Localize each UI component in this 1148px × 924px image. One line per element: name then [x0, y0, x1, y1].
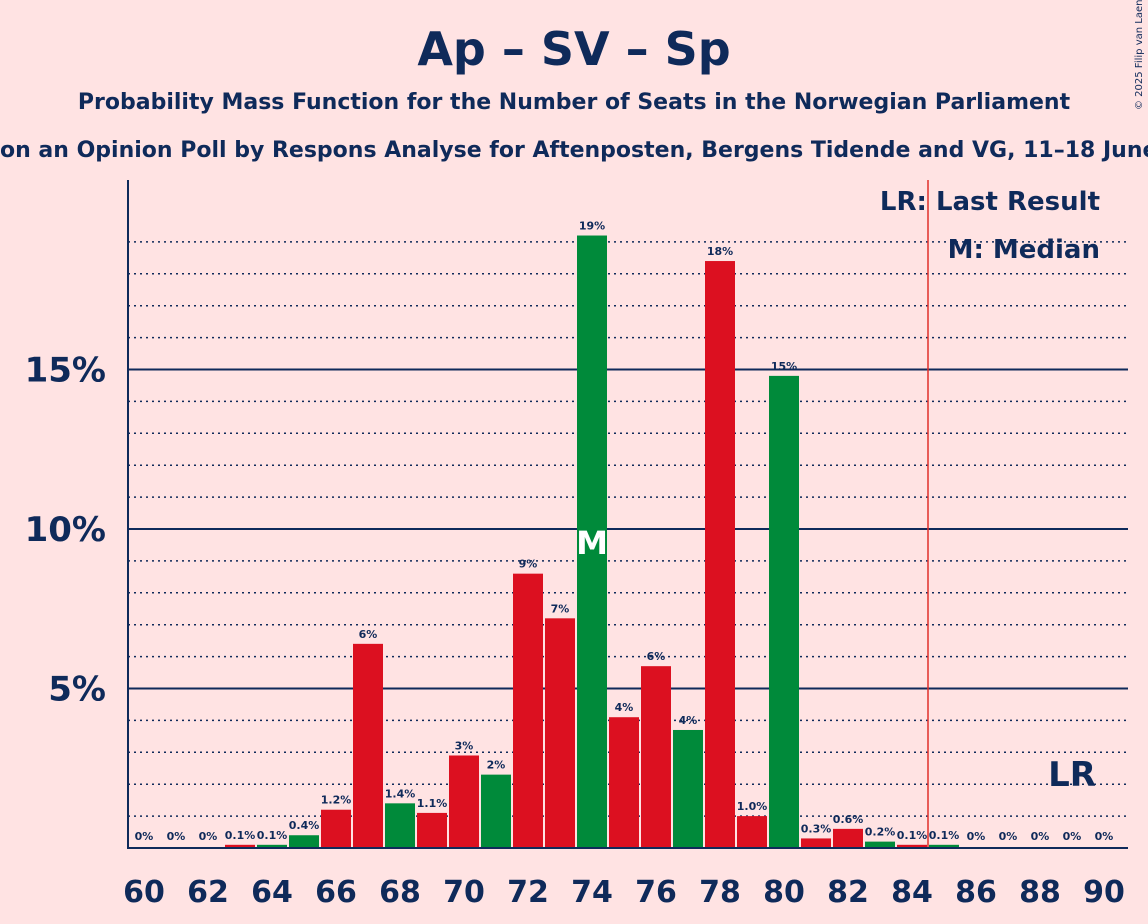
bar-seat-73 — [545, 618, 575, 848]
bar-value-label: 0% — [199, 830, 218, 843]
last-result-marker: LR — [1048, 755, 1096, 795]
bar-seat-64 — [257, 844, 287, 848]
bar-value-label: 0.1% — [225, 829, 256, 842]
bar-value-label: 0.1% — [897, 829, 928, 842]
y-tick-label: 10% — [25, 510, 106, 550]
bar-seat-63 — [225, 844, 255, 848]
bar-seat-68 — [385, 803, 415, 848]
bar-value-label: 0% — [967, 830, 986, 843]
bar-value-label: 4% — [679, 714, 698, 727]
bar-seat-72 — [513, 573, 543, 848]
bar-value-label: 0.4% — [289, 819, 320, 832]
bar-value-label: 6% — [647, 650, 666, 663]
bar-value-label: 6% — [359, 628, 378, 641]
bar-seat-77 — [673, 729, 703, 848]
bar-value-label: 3% — [455, 739, 474, 752]
bar-seat-71 — [481, 774, 511, 848]
x-tick-label: 76 — [635, 875, 677, 910]
bar-value-label: 7% — [551, 602, 570, 615]
bar-seat-67 — [353, 643, 383, 848]
y-tick-label: 15% — [25, 351, 106, 391]
bar-value-label: 19% — [579, 220, 605, 233]
bar-seat-70 — [449, 755, 479, 848]
bar-seat-79 — [737, 816, 767, 848]
bar-seat-69 — [417, 812, 447, 848]
bar-seat-81 — [801, 838, 831, 848]
bar-value-label: 4% — [615, 701, 634, 714]
x-tick-label: 84 — [891, 875, 933, 910]
legend-entry: LR: Last Result — [880, 187, 1100, 217]
bar-seat-82 — [833, 828, 863, 848]
median-marker: M — [576, 524, 608, 562]
bar-value-label: 0.3% — [801, 822, 832, 835]
y-tick-label: 5% — [48, 670, 106, 710]
bar-value-label: 0.2% — [865, 826, 896, 839]
x-tick-label: 90 — [1083, 875, 1125, 910]
x-tick-label: 80 — [763, 875, 805, 910]
chart-title: Ap – SV – Sp — [417, 22, 731, 76]
x-tick-label: 70 — [443, 875, 485, 910]
bar-value-label: 1.2% — [321, 794, 352, 807]
x-tick-label: 78 — [699, 875, 741, 910]
bar-value-label: 0.6% — [833, 813, 864, 826]
bar-value-label: 0.1% — [929, 829, 960, 842]
bar-value-label: 9% — [519, 558, 538, 571]
bar-value-label: 2% — [487, 759, 506, 772]
chart-subtitle-poll: on an Opinion Poll by Respons Analyse fo… — [0, 138, 1148, 163]
bar-value-label: 0% — [1031, 830, 1050, 843]
bar-value-label: 0% — [1095, 830, 1114, 843]
x-tick-label: 66 — [315, 875, 357, 910]
x-tick-label: 68 — [379, 875, 421, 910]
bar-value-label: 0% — [167, 830, 186, 843]
x-tick-label: 88 — [1019, 875, 1061, 910]
bar-seat-85 — [929, 844, 959, 848]
x-tick-label: 62 — [187, 875, 229, 910]
bar-seat-74 — [577, 235, 607, 848]
bar-value-label: 18% — [707, 245, 733, 258]
bar-seat-84 — [897, 844, 927, 848]
chart-subtitle: Probability Mass Function for the Number… — [77, 90, 1071, 115]
bar-seat-76 — [641, 666, 671, 848]
bar-value-label: 0.1% — [257, 829, 288, 842]
bar-value-label: 1.4% — [385, 787, 416, 800]
x-tick-label: 82 — [827, 875, 869, 910]
bar-seat-83 — [865, 841, 895, 848]
bar-value-label: 0% — [135, 830, 154, 843]
x-tick-label: 74 — [571, 875, 613, 910]
bar-seat-78 — [705, 261, 735, 848]
bar-value-label: 1.0% — [737, 800, 768, 813]
legend-entry: M: Median — [948, 235, 1100, 265]
bar-value-label: 0% — [999, 830, 1018, 843]
bar-seat-66 — [321, 809, 351, 848]
bar-value-label: 0% — [1063, 830, 1082, 843]
bar-seat-75 — [609, 717, 639, 848]
bar-seat-65 — [289, 835, 319, 848]
bar-value-label: 1.1% — [417, 797, 448, 810]
x-tick-label: 60 — [123, 875, 165, 910]
bar-seat-80 — [769, 375, 799, 848]
x-tick-label: 64 — [251, 875, 293, 910]
x-tick-label: 72 — [507, 875, 549, 910]
x-tick-label: 86 — [955, 875, 997, 910]
bar-value-label: 15% — [771, 360, 797, 373]
